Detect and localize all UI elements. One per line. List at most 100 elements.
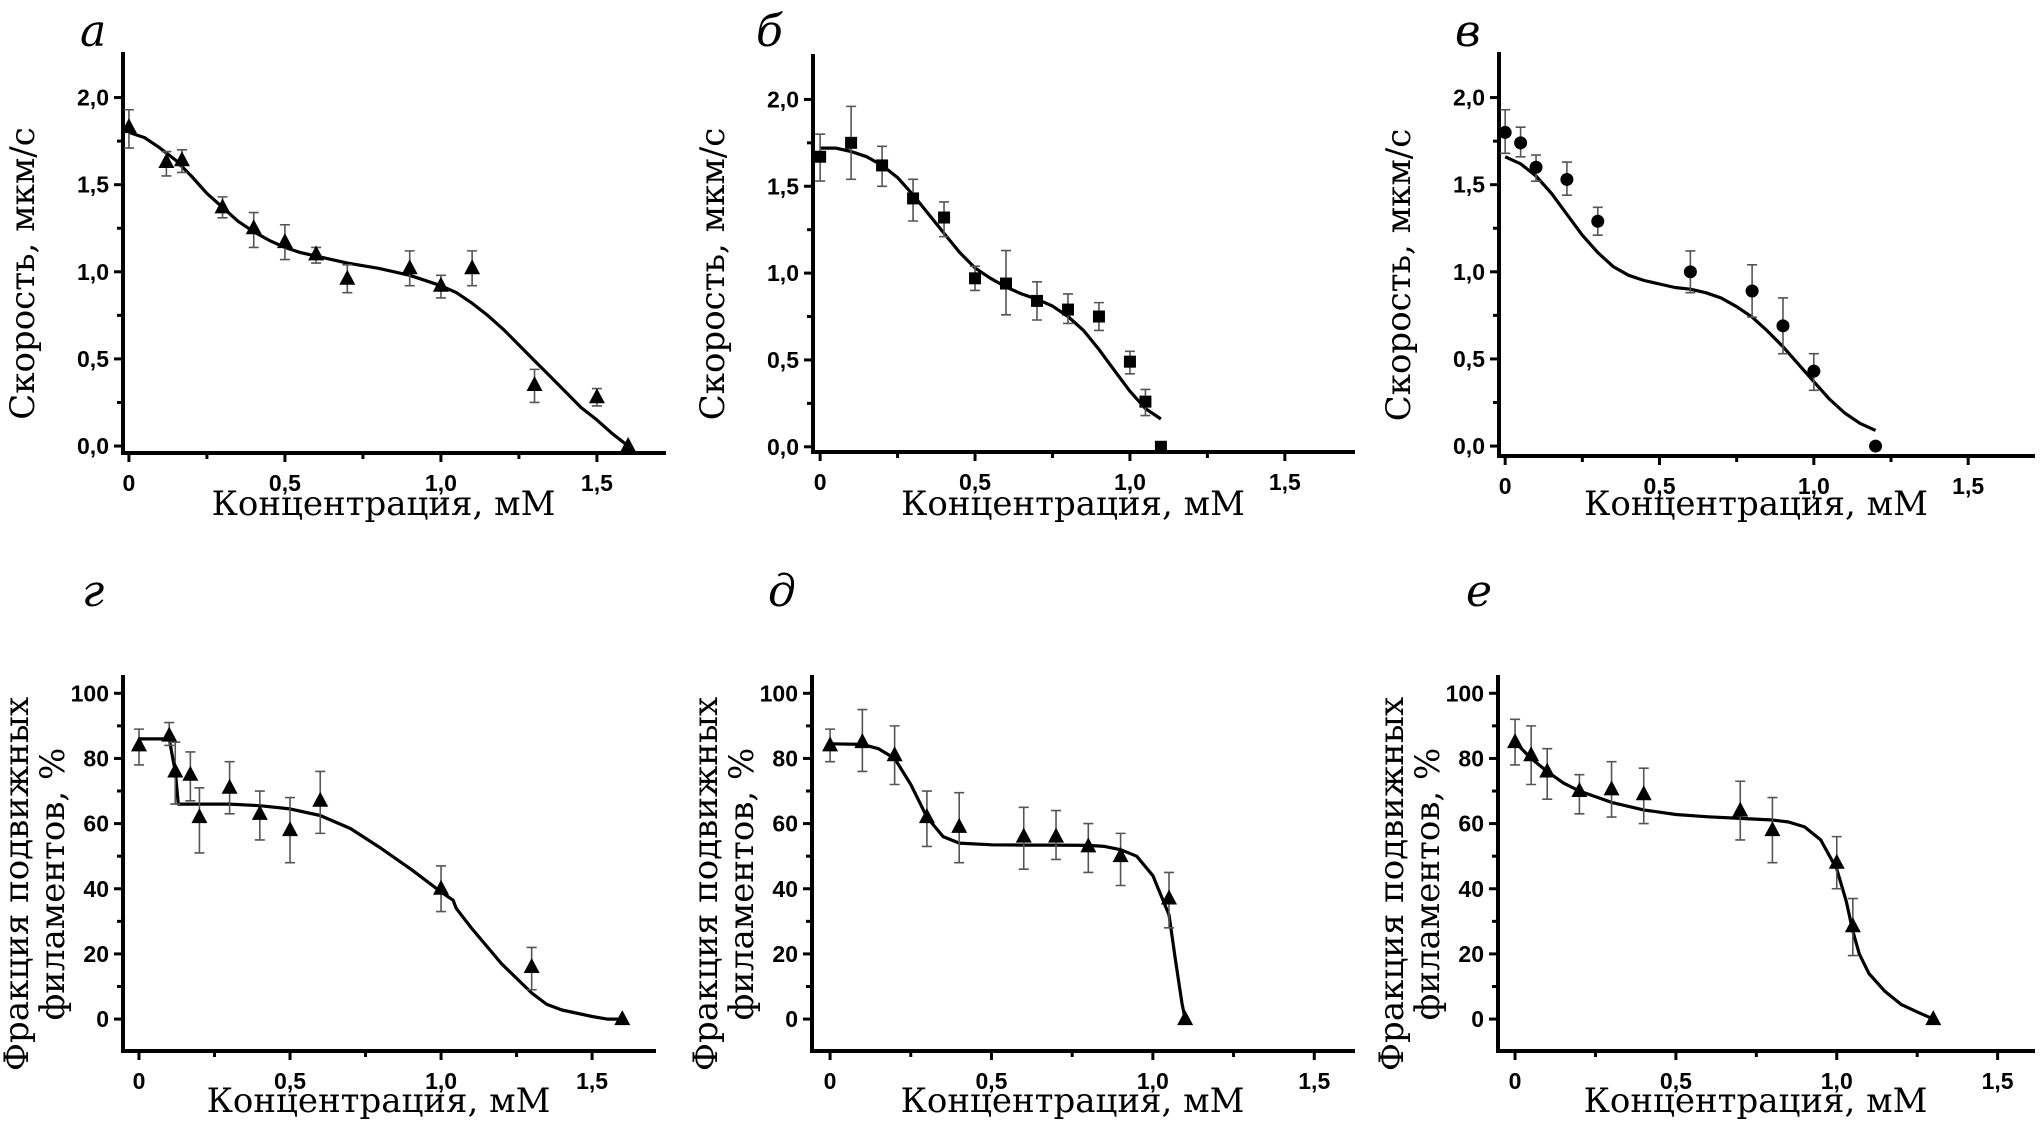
panel-a: а 0 0,5 1,0 1,5 0,0 0,5 1,0 1,5 2,0 Концентрация, …	[3, 6, 666, 524]
data-point-triangle	[1603, 780, 1620, 796]
y-tick-label: 60	[1458, 811, 1484, 837]
x-tick-label: 1,0	[425, 1068, 457, 1094]
data-point-circle	[1591, 214, 1605, 228]
y-axis-title-line: филаментов, %	[1408, 748, 1448, 1021]
data-point-circle	[1560, 172, 1574, 186]
fit-curve	[1504, 155, 1877, 432]
y-tick-label: 1,5	[767, 173, 799, 199]
data-point-square	[1123, 355, 1136, 368]
y-tick-label: 1,0	[1453, 259, 1485, 285]
data-point-triangle	[167, 762, 184, 778]
y-axis-title: Скорость, мкм/с	[693, 128, 733, 421]
data-point-triangle	[588, 388, 605, 404]
data-point-square	[1092, 310, 1105, 323]
y-tick-label: 2,0	[1453, 85, 1485, 111]
data-point-triangle	[191, 808, 208, 824]
y-tick-label: 1,0	[77, 259, 109, 285]
panel-b: б 0 0,5 1,0 1,5 0,0 0,5 1,0 1,5 2,0 Концентрация, …	[693, 6, 1355, 524]
x-tick-label: 0	[824, 1068, 837, 1094]
x-axis-title: Концентрация, мМ	[212, 484, 556, 524]
y-tick-label: 0	[96, 1006, 109, 1032]
data-point-square	[1030, 294, 1043, 307]
y-tick-label: 0,0	[1453, 433, 1485, 459]
data-point-triangle	[1844, 917, 1861, 933]
x-axis-title: Концентрация, мМ	[1584, 484, 1928, 524]
data-point-triangle	[1112, 847, 1129, 863]
y-axis-title-line: Фракция подвижных	[1372, 697, 1412, 1071]
y-axis-title: Скорость, мкм/с	[1379, 129, 1419, 422]
data-point-triangle	[918, 808, 935, 824]
data-point-triangle	[308, 245, 325, 261]
x-tick-label: 1,5	[1298, 1068, 1330, 1094]
data-point-square	[1061, 303, 1074, 316]
y-axis-title: Фракция подвижныхфиламентов, %	[1372, 697, 1448, 1071]
x-tick-label: 0,5	[975, 1068, 1007, 1094]
data-point-triangle	[158, 153, 175, 169]
x-tick-label: 0	[1499, 473, 1512, 499]
x-axis-title: Концентрация, мМ	[901, 484, 1245, 524]
panel-f: е 0 0,5 1,0 1,5 0 20 40 60 80 100 Концентрация, мМ Ф…	[1372, 566, 2035, 1121]
y-tick-label: 0,0	[767, 434, 799, 460]
y-axis-title: Скорость, мкм/с	[3, 127, 43, 420]
data-point-triangle	[1635, 785, 1652, 801]
panel-e: д 0 0,5 1,0 1,5 0 20 40 60 80 100 Концентрация, мМ Ф…	[686, 566, 1355, 1121]
y-tick-label: 40	[83, 876, 109, 902]
data-point-triangle	[182, 765, 199, 781]
data-point-triangle	[854, 733, 871, 749]
data-point-triangle	[339, 269, 356, 285]
data-point-triangle	[276, 233, 293, 249]
panel-label: г	[82, 566, 104, 617]
fit-curve	[820, 146, 1162, 421]
x-tick-label: 1,0	[425, 470, 457, 496]
y-axis-title-line: Фракция подвижных	[686, 697, 726, 1071]
panel-d: г 0 0,5 1,0 1,5 0 20 40 60 80 100 Концентрация, мМ Ф…	[0, 566, 656, 1121]
data-point-triangle	[1177, 1010, 1194, 1026]
data-point-square	[969, 272, 982, 285]
data-point-circle	[1776, 319, 1790, 333]
x-tick-label: 1,0	[1798, 473, 1830, 499]
x-axis-title: Концентрация, мМ	[1584, 1081, 1928, 1121]
data-point-triangle	[951, 817, 968, 833]
fit-curve	[830, 742, 1187, 1020]
y-tick-label: 0	[1471, 1006, 1484, 1032]
data-point-triangle	[1571, 782, 1588, 798]
data-point-triangle	[1925, 1010, 1942, 1026]
y-tick-label: 2,0	[77, 85, 109, 111]
data-point-triangle	[1732, 801, 1749, 817]
data-point-triangle	[433, 879, 450, 895]
data-point-circle	[1869, 439, 1883, 453]
y-tick-label: 20	[1458, 941, 1484, 967]
y-tick-label: 20	[83, 941, 109, 967]
y-axis-title-line: филаментов, %	[33, 748, 73, 1021]
data-point-triangle	[1161, 889, 1178, 905]
x-axis-title: Концентрация, мМ	[207, 1081, 551, 1121]
x-tick-label: 1,5	[581, 470, 613, 496]
data-point-triangle	[251, 804, 268, 820]
data-point-circle	[1745, 284, 1759, 298]
x-tick-label: 1,0	[1114, 469, 1146, 495]
data-point-triangle	[526, 376, 543, 392]
y-axis-title-line: Фракция подвижных	[0, 697, 37, 1071]
y-axis-title-line: Скорость, мкм/с	[1379, 129, 1419, 422]
data-point-triangle	[523, 957, 540, 973]
data-point-circle	[1514, 136, 1528, 150]
data-point-square	[876, 159, 889, 172]
data-point-circle	[1529, 160, 1543, 174]
y-axis-title: Фракция подвижныхфиламентов, %	[0, 697, 73, 1071]
y-tick-label: 100	[1446, 680, 1484, 706]
data-point-triangle	[245, 219, 262, 235]
x-tick-label: 1,0	[1821, 1068, 1853, 1094]
fit-curve	[128, 130, 630, 448]
y-tick-label: 40	[1458, 876, 1484, 902]
data-point-square	[1000, 277, 1013, 290]
y-tick-label: 1,5	[77, 172, 109, 198]
x-tick-label: 0	[133, 1068, 146, 1094]
data-point-triangle	[221, 778, 238, 794]
data-point-triangle	[464, 259, 481, 275]
x-tick-label: 1,0	[1137, 1068, 1169, 1094]
panel-label: в	[1455, 6, 1481, 57]
data-point-triangle	[312, 791, 329, 807]
x-tick-label: 1,5	[576, 1068, 608, 1094]
panel-label: е	[1466, 566, 1492, 617]
